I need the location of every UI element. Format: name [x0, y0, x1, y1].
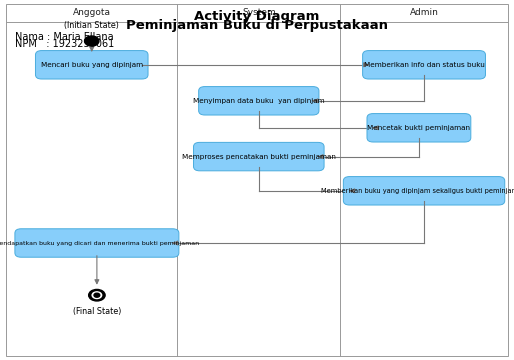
Text: System: System — [242, 9, 276, 18]
Text: Activity Diagram: Activity Diagram — [194, 10, 320, 23]
Text: Memberikan buku yang dipinjam sekaligus bukti peminjaman: Memberikan buku yang dipinjam sekaligus … — [321, 188, 514, 194]
Circle shape — [84, 36, 99, 46]
Circle shape — [94, 293, 100, 297]
Text: Mendapatkan buku yang dicari dan menerima bukti peminjaman: Mendapatkan buku yang dicari dan menerim… — [0, 240, 199, 246]
FancyBboxPatch shape — [35, 51, 148, 79]
Text: (Final State): (Final State) — [72, 307, 121, 316]
Text: Mencetak bukti peminjaman: Mencetak bukti peminjaman — [368, 125, 470, 131]
Text: Admin: Admin — [410, 9, 438, 18]
FancyBboxPatch shape — [15, 229, 179, 257]
Text: Peminjaman Buku di Perpustakaan: Peminjaman Buku di Perpustakaan — [126, 19, 388, 32]
Text: Menyimpan data buku  yan dipinjam: Menyimpan data buku yan dipinjam — [193, 98, 325, 104]
Text: Memberikan info dan status buku: Memberikan info dan status buku — [363, 62, 485, 68]
Circle shape — [88, 289, 105, 301]
Circle shape — [92, 292, 102, 298]
Text: Mencari buku yang dipinjam: Mencari buku yang dipinjam — [41, 62, 143, 68]
FancyBboxPatch shape — [194, 143, 324, 171]
Text: NPM   : 1923250061: NPM : 1923250061 — [15, 39, 115, 49]
Text: (Initian State): (Initian State) — [64, 21, 119, 30]
FancyBboxPatch shape — [362, 51, 485, 79]
Text: Anggota: Anggota — [73, 9, 111, 18]
Text: Nama : Maria Ellana: Nama : Maria Ellana — [15, 32, 114, 42]
FancyBboxPatch shape — [343, 177, 505, 205]
FancyBboxPatch shape — [199, 87, 319, 115]
Text: Memproses pencatakan bukti peminjaman: Memproses pencatakan bukti peminjaman — [182, 154, 336, 159]
FancyBboxPatch shape — [367, 114, 471, 142]
